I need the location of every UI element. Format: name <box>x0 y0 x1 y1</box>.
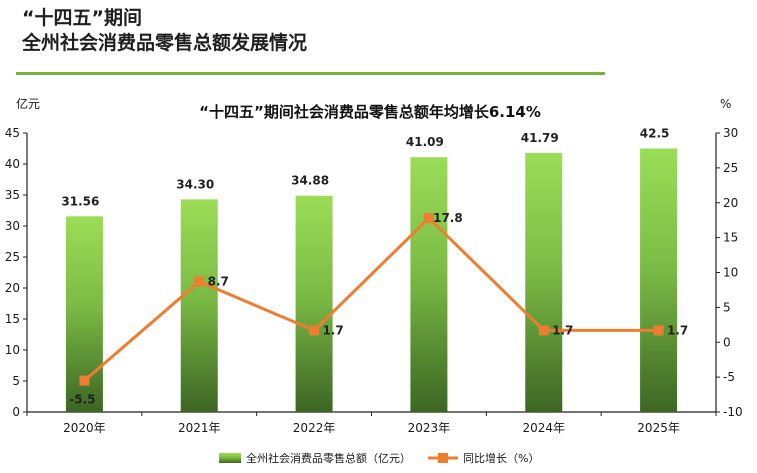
bar-value-label: 41.09 <box>406 135 444 149</box>
x-tick-label: 2021年 <box>178 421 221 435</box>
x-tick-label: 2025年 <box>637 421 680 435</box>
legend-swatch-bar <box>219 453 241 463</box>
y2-tick-label: 5 <box>723 300 731 314</box>
y2-axis-label: % <box>720 97 731 111</box>
y-tick-label: 30 <box>5 219 20 233</box>
bar <box>410 157 448 412</box>
bar-value-label: 42.5 <box>640 127 670 141</box>
legend: 全州社会消费品零售总额（亿元） 同比增长（%） <box>219 451 539 465</box>
y-tick-label: 15 <box>5 312 20 326</box>
growth-marker <box>653 325 664 336</box>
growth-line <box>83 216 659 382</box>
page-title-line-2: 全州社会消费品零售总额发展情况 <box>22 32 308 54</box>
y2-tick-label: 10 <box>723 266 738 280</box>
y-tick-label: 35 <box>5 188 20 202</box>
y-tick-label: 0 <box>12 405 20 419</box>
y-tick-label: 25 <box>5 250 20 264</box>
bar <box>180 199 218 412</box>
plot-area: 0 5 10 15 20 25 30 35 40 45 -10 -5 0 5 10 15 20 25 30 2020年… <box>5 126 743 435</box>
y2-tick-label: 25 <box>723 161 738 175</box>
y2-tick-label: 30 <box>723 126 738 140</box>
x-tick-label: 2024年 <box>522 421 565 435</box>
y2-tick-label: 15 <box>723 231 738 245</box>
bar <box>525 152 563 413</box>
y2-tick-label: -5 <box>723 370 735 384</box>
growth-value-label: 1.7 <box>322 323 343 337</box>
chart-title: “十四五”期间社会消费品零售总额年均增长6.14% <box>199 103 541 121</box>
y2-tick-label: 20 <box>723 196 738 210</box>
legend-label-line: 同比增长（%） <box>463 451 539 465</box>
growth-marker <box>309 325 320 336</box>
growth-marker <box>423 213 434 224</box>
legend-swatch-marker <box>438 453 448 463</box>
y-axis-label: 亿元 <box>16 96 40 111</box>
legend-label-bar: 全州社会消费品零售总额（亿元） <box>246 451 411 465</box>
growth-value-label: 17.8 <box>433 211 463 225</box>
x-tick-label: 2022年 <box>293 421 336 435</box>
y2-tick-label: -10 <box>723 405 743 419</box>
bar <box>295 195 333 412</box>
page-title: “十四五”期间 全州社会消费品零售总额发展情况 <box>22 6 307 56</box>
x-tick-label: 2023年 <box>408 421 451 435</box>
bar-value-label: 31.56 <box>61 194 99 208</box>
growth-marker <box>79 375 90 386</box>
y-tick-label: 10 <box>5 343 20 357</box>
bar <box>640 148 678 412</box>
bar-value-label: 34.88 <box>291 174 329 188</box>
page-title-line-1: “十四五”期间 <box>22 7 142 29</box>
y-tick-label: 20 <box>5 281 20 295</box>
y-tick-label: 5 <box>12 374 20 388</box>
x-tick-label: 2020年 <box>63 421 106 435</box>
growth-value-label: -5.5 <box>69 393 95 407</box>
growth-value-label: 1.7 <box>552 323 573 337</box>
growth-marker <box>194 276 205 287</box>
y-tick-label: 45 <box>5 126 20 140</box>
growth-value-label: 1.7 <box>667 323 688 337</box>
title-underline <box>16 72 605 75</box>
y2-tick-label: 0 <box>723 335 731 349</box>
growth-value-label: 8.7 <box>208 275 229 289</box>
bar-value-label: 41.79 <box>521 131 559 145</box>
growth-marker <box>538 325 549 336</box>
bar-value-label: 34.30 <box>176 177 214 191</box>
y-tick-label: 40 <box>5 157 20 171</box>
